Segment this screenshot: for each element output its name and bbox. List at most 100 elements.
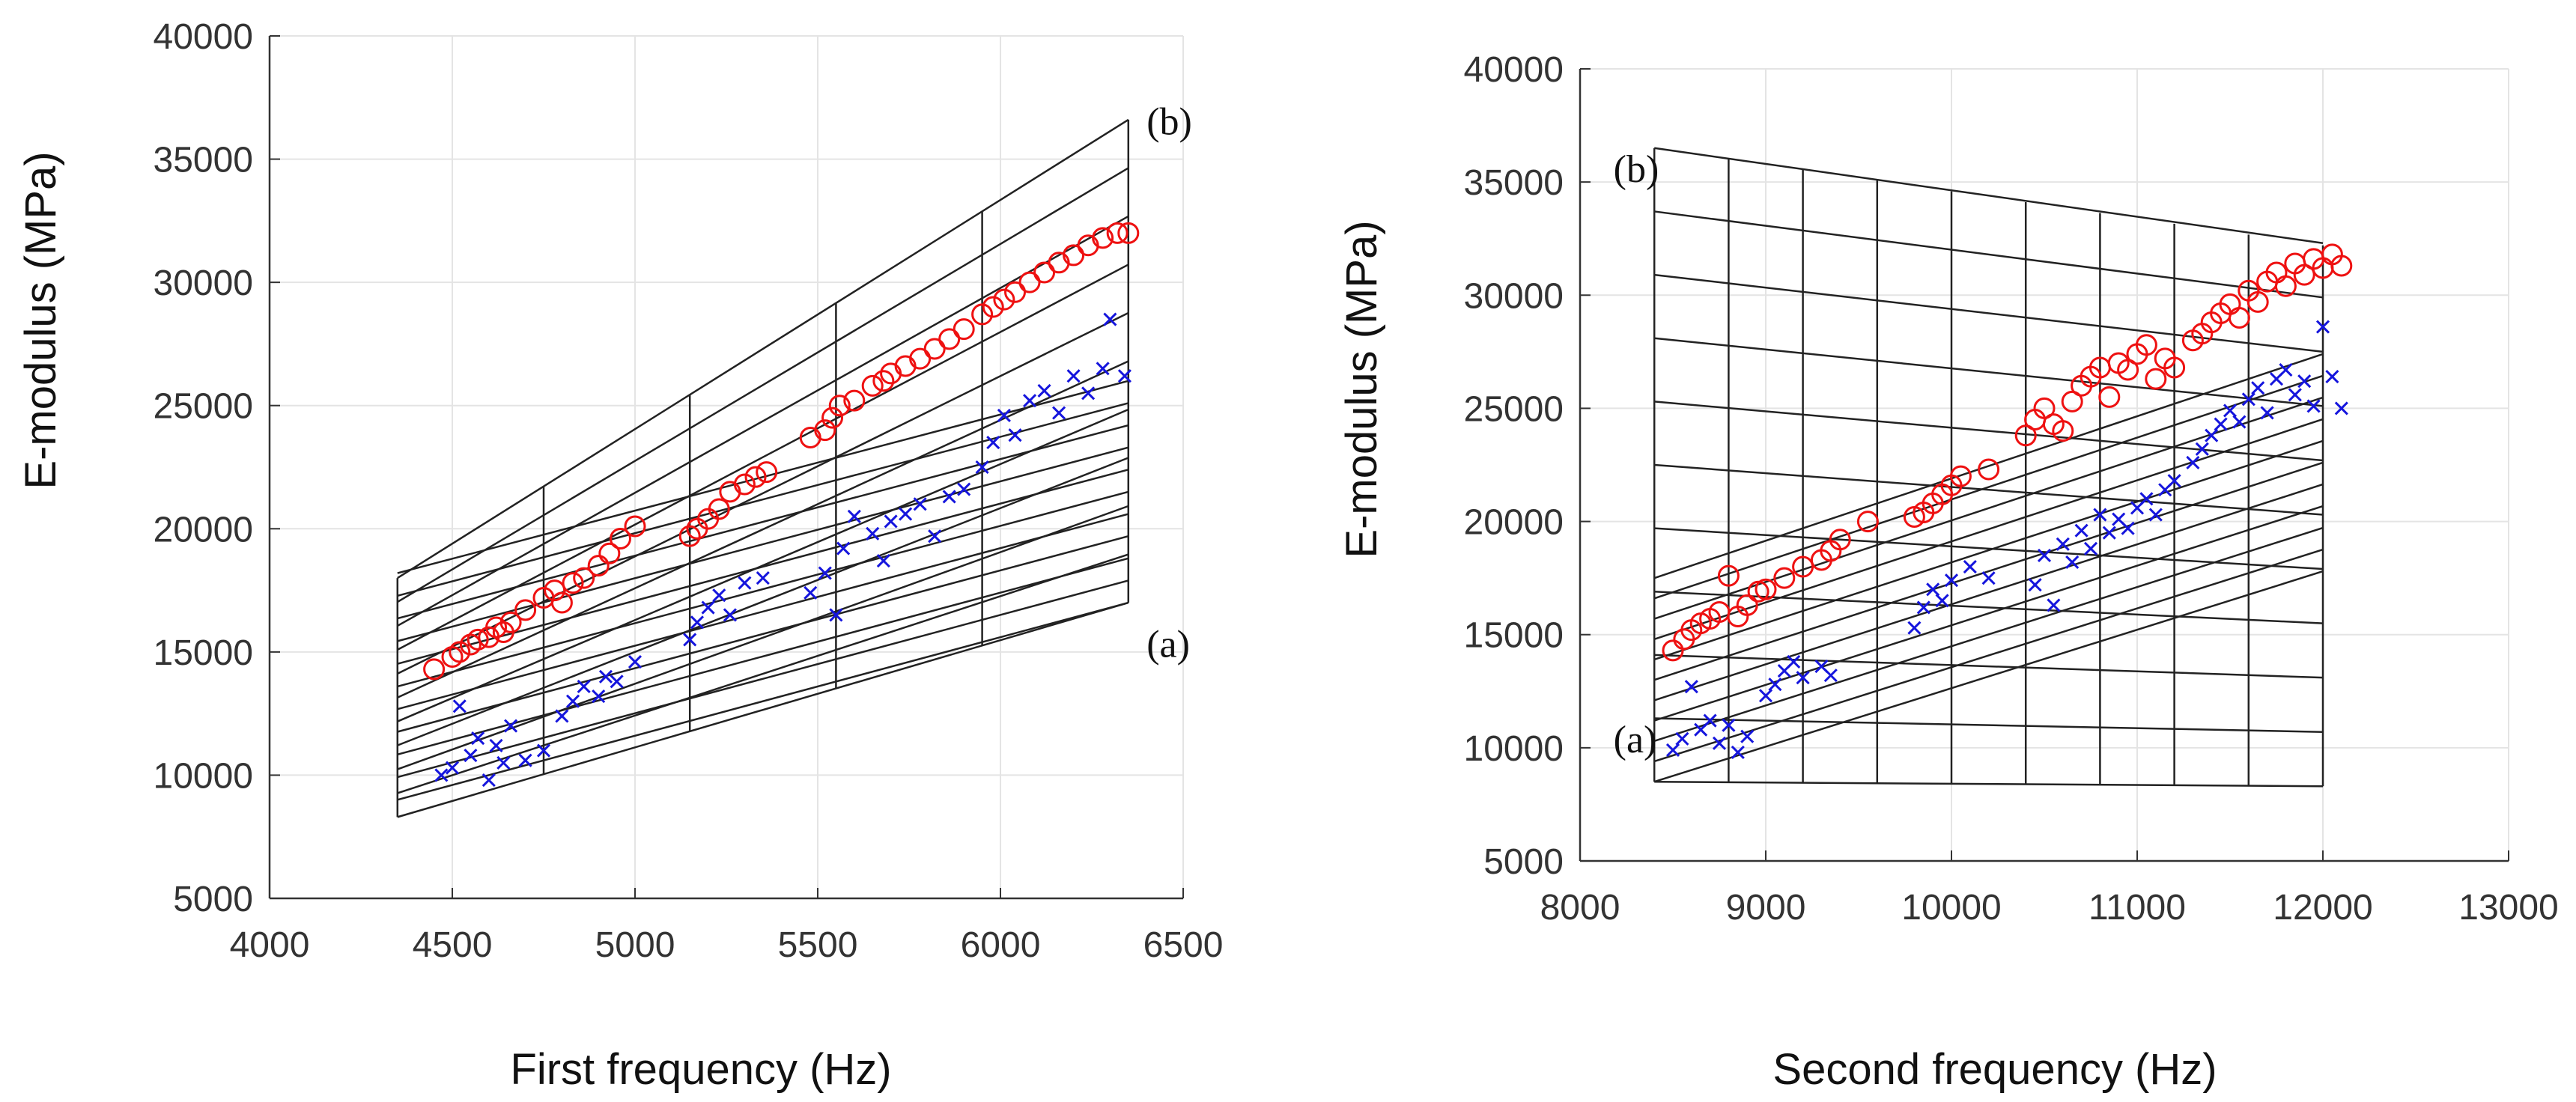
blue-cross-point bbox=[2251, 381, 2265, 395]
blue-cross-point bbox=[1684, 680, 1698, 694]
red-circle-point bbox=[814, 419, 836, 442]
y-tick-label: 20000 bbox=[1464, 503, 1564, 543]
red-circle-point bbox=[2098, 386, 2121, 408]
blue-cross-point bbox=[471, 731, 485, 746]
blue-cross-point bbox=[1675, 731, 1689, 746]
red-circle-point bbox=[2052, 420, 2074, 442]
red-circle-point bbox=[1736, 594, 1758, 616]
blue-cross-point bbox=[2056, 537, 2070, 551]
axes bbox=[268, 35, 1184, 900]
mesh-line bbox=[1654, 210, 2324, 299]
red-circle-point bbox=[2330, 255, 2353, 277]
blue-cross-point bbox=[628, 654, 643, 669]
annotation-label: (a) bbox=[1614, 719, 1657, 761]
y-tick-label: 40000 bbox=[154, 17, 253, 57]
blue-cross-point bbox=[847, 509, 861, 523]
blue-cross-point bbox=[997, 408, 1011, 422]
red-circle-point bbox=[1092, 227, 1114, 249]
mesh-line bbox=[1654, 401, 2324, 462]
blue-cross-point bbox=[1963, 559, 1977, 574]
blue-cross-point bbox=[610, 675, 624, 689]
blue-cross-point bbox=[489, 738, 503, 752]
chart-right: 8000 9000 10000 11000 12000 13000 5000 10000 15… bbox=[1337, 50, 2559, 1094]
blue-cross-point bbox=[2232, 415, 2247, 429]
y-tick-label: 10000 bbox=[1464, 729, 1564, 769]
blue-cross-point bbox=[1740, 729, 1755, 743]
red-circle-point bbox=[971, 303, 994, 326]
y-tick-label: 40000 bbox=[1464, 50, 1564, 90]
annotation-label: (a) bbox=[1146, 623, 1190, 666]
mesh-line bbox=[397, 557, 1129, 755]
mesh-line bbox=[1653, 353, 2324, 579]
blue-cross-point bbox=[804, 585, 818, 600]
blue-cross-point bbox=[957, 482, 971, 496]
x-tick-label: 9000 bbox=[1726, 888, 1806, 928]
blue-cross-point bbox=[555, 709, 569, 723]
blue-cross-point bbox=[2334, 401, 2348, 415]
x-tick-label: 4500 bbox=[413, 925, 493, 965]
blue-cross-point bbox=[496, 755, 511, 770]
blue-cross-point bbox=[2241, 392, 2255, 407]
red-circle-point bbox=[1117, 222, 1140, 244]
mesh-line bbox=[397, 579, 1129, 779]
mesh-line bbox=[1654, 780, 2324, 788]
blue-cross-point bbox=[565, 694, 580, 708]
y-tick-labels: 5000 10000 15000 20000 25000 30000 35000 40000 bbox=[154, 17, 253, 919]
blue-cross-point bbox=[1117, 369, 1131, 383]
red-circle-point bbox=[573, 567, 595, 589]
blue-cross-point bbox=[899, 507, 913, 521]
blue-cross-point bbox=[2093, 508, 2107, 522]
blue-cross-point bbox=[2315, 320, 2330, 334]
blue-cross-point bbox=[2260, 406, 2274, 420]
y-tick-label: 20000 bbox=[154, 510, 253, 550]
x-tick-label: 6000 bbox=[961, 925, 1041, 965]
red-circle-point bbox=[828, 395, 851, 417]
red-circle-point bbox=[609, 527, 631, 550]
red-circle-point bbox=[938, 328, 961, 350]
red-circle-point bbox=[562, 572, 584, 594]
blue-cross-point bbox=[2037, 548, 2052, 562]
blue-cross-point bbox=[2139, 492, 2154, 506]
mesh-line bbox=[397, 118, 1129, 579]
red-circle-point bbox=[993, 288, 1015, 311]
red-circle-point bbox=[1755, 578, 1777, 600]
blue-cross-point bbox=[1907, 621, 1922, 635]
x-tick-label: 5500 bbox=[778, 925, 858, 965]
blue-cross-point bbox=[701, 600, 715, 615]
y-tick-label: 5000 bbox=[173, 880, 253, 919]
x-tick-labels: 8000 9000 10000 11000 12000 13000 bbox=[1540, 888, 2559, 928]
mesh-line bbox=[1653, 418, 2324, 640]
y-axis-label: E-modulus (MPa) bbox=[1337, 220, 1386, 558]
model-mesh-lines bbox=[396, 118, 1130, 818]
blue-cross-point bbox=[2297, 374, 2312, 389]
red-circle-point bbox=[1829, 529, 1851, 551]
red-circle-point bbox=[423, 658, 446, 681]
red-circle-point bbox=[1018, 271, 1041, 293]
blue-cross-point bbox=[818, 566, 832, 580]
blue-cross-point bbox=[683, 633, 697, 647]
annotation-label: (b) bbox=[1146, 101, 1192, 144]
mesh-line bbox=[397, 424, 1129, 620]
blue-cross-point bbox=[452, 699, 467, 713]
red-circle-point bbox=[861, 374, 884, 397]
red-circle-point bbox=[744, 466, 767, 488]
mesh-line bbox=[397, 469, 1129, 665]
blue-cross-point bbox=[876, 554, 890, 568]
blue-cross-point bbox=[2148, 508, 2163, 522]
mesh-line bbox=[1653, 461, 2324, 681]
mesh-line bbox=[1654, 591, 2324, 624]
blue-cross-point bbox=[2074, 523, 2089, 538]
blue-cross-point bbox=[1823, 669, 1838, 683]
blue-cross-point bbox=[1981, 571, 1996, 585]
red-circle-point bbox=[678, 525, 701, 547]
red-circle-point bbox=[1856, 511, 1879, 533]
blue-cross-point bbox=[1096, 362, 1110, 376]
blue-cross-point bbox=[518, 753, 532, 767]
red-circle-point bbox=[733, 473, 756, 496]
x-tick-label: 12000 bbox=[2273, 888, 2372, 928]
mesh-line bbox=[397, 446, 1129, 642]
mesh-line bbox=[397, 490, 1129, 688]
red-circle-point bbox=[624, 515, 646, 538]
red-circle-point bbox=[2061, 390, 2083, 413]
